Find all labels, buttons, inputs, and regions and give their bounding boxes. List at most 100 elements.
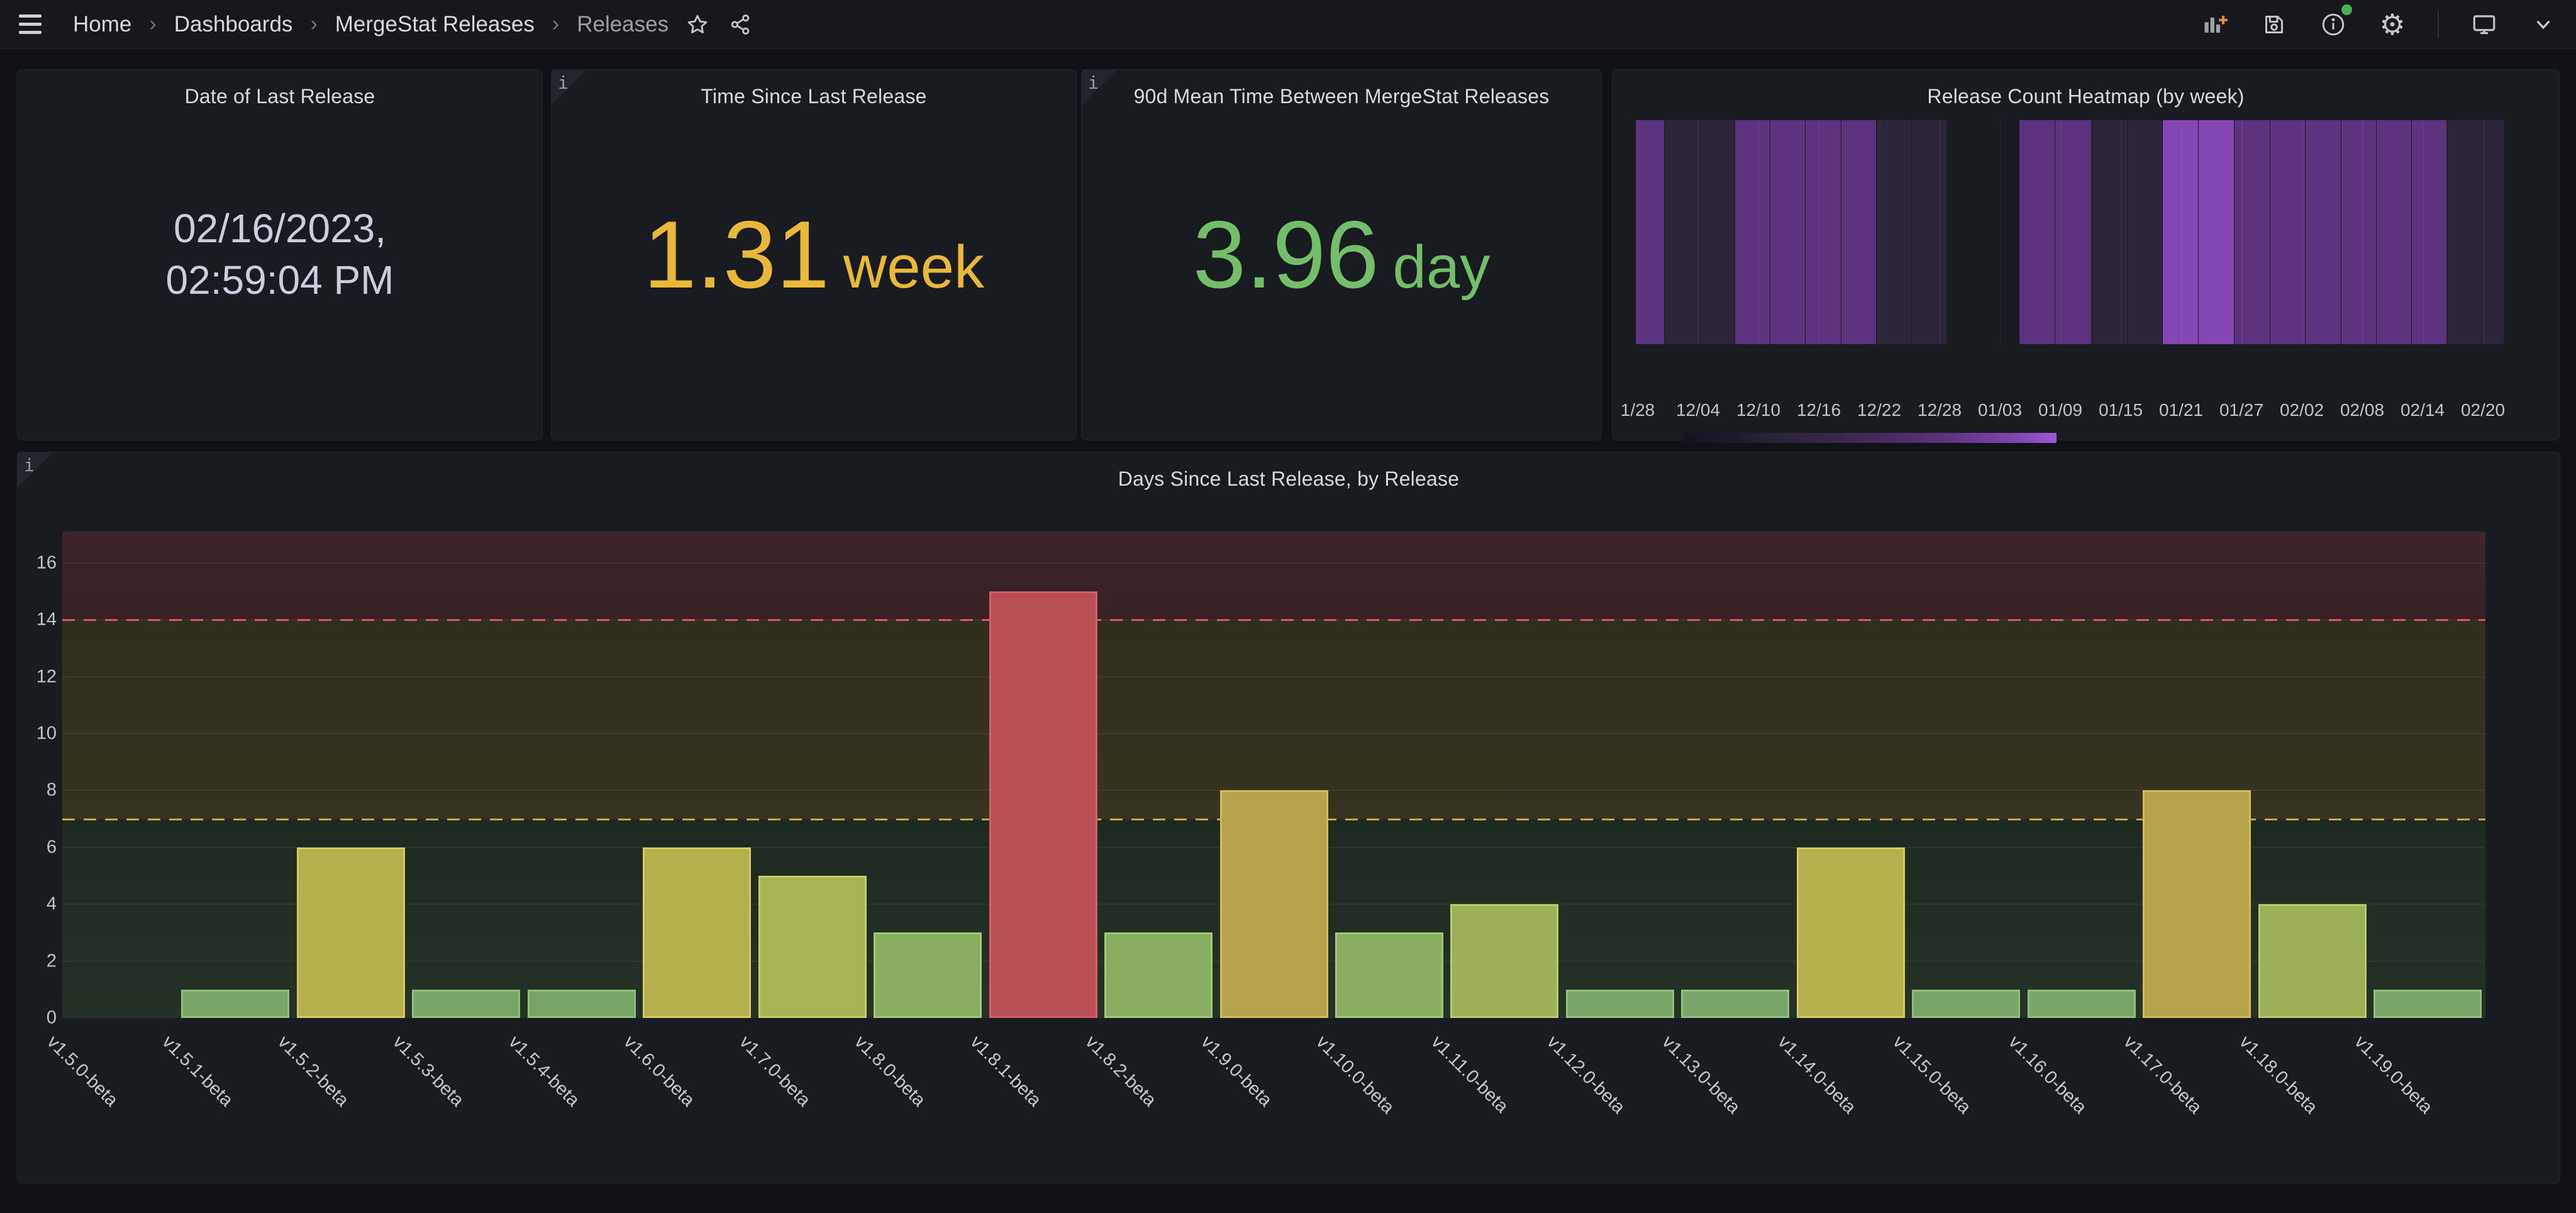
- heatmap-cell: [2128, 120, 2162, 344]
- heatmap-x-tick-label: 02/20: [2460, 400, 2506, 420]
- threshold-line-red: [62, 619, 2485, 622]
- heatmap-cell: [2235, 120, 2270, 344]
- x-tick-label: v1.17.0-beta: [2119, 1032, 2206, 1118]
- heatmap-gridline: [2241, 120, 2243, 344]
- heatmap-gridline: [2000, 120, 2001, 344]
- breadcrumb-dashboard-name[interactable]: MergeStat Releases: [335, 11, 535, 36]
- panel-title[interactable]: Days Since Last Release, by Release: [1118, 467, 1460, 490]
- x-tick-label: v1.8.1-beta: [965, 1032, 1045, 1111]
- chevron-down-icon[interactable]: [2529, 11, 2557, 38]
- panel-time-since-last-release: i Time Since Last Release 1.31 week: [551, 69, 1077, 440]
- threshold-zone-yellow: [62, 620, 2485, 819]
- health-status-dot: [2341, 4, 2352, 15]
- heatmap-cell: [2092, 120, 2127, 344]
- heatmap-legend-gradient: [1684, 433, 2057, 443]
- heatmap-x-tick-label: 02/08: [2340, 400, 2385, 420]
- panel-days-since-last-release: i Days Since Last Release, by Release 0 2…: [17, 452, 2560, 1183]
- breadcrumb-separator: ›: [149, 12, 157, 36]
- bar-v1.18.0-beta: [2258, 904, 2367, 1018]
- heatmap-cell: [2377, 120, 2411, 344]
- breadcrumb-separator: ›: [310, 12, 318, 36]
- heatmap-x-tick-label: 01/03: [1977, 400, 2023, 420]
- heatmap-x-tick-label: 01/09: [2038, 400, 2083, 420]
- heatmap-cell: [1841, 120, 1876, 344]
- top-nav-bar: Home › Dashboards › MergeStat Releases ›…: [0, 0, 2576, 49]
- heatmap-x-tick-label: 12/04: [1675, 400, 1721, 420]
- bar-v1.12.0-beta: [1565, 989, 1674, 1018]
- stat-value-number: 1.31: [643, 201, 830, 308]
- heatmap-cell: [1636, 120, 1664, 344]
- dashboard-settings-gear-icon[interactable]: ⚙: [2379, 8, 2406, 41]
- panel-title[interactable]: 90d Mean Time Between MergeStat Releases: [1133, 85, 1550, 108]
- heatmap-cell: [1912, 120, 1946, 344]
- bar-v1.17.0-beta: [2143, 790, 2251, 1018]
- y-gridline: [62, 732, 2485, 734]
- bar-v1.16.0-beta: [2027, 989, 2136, 1018]
- bar-v1.6.0-beta: [643, 847, 752, 1018]
- heatmap-cell: [2055, 120, 2091, 344]
- x-tick-label: v1.9.0-beta: [1196, 1032, 1276, 1111]
- stat-value-unit: day: [1392, 233, 1491, 301]
- panel-insights-icon[interactable]: [2319, 4, 2352, 38]
- x-tick-label: v1.5.2-beta: [274, 1032, 353, 1111]
- add-panel-icon[interactable]: [2201, 11, 2229, 38]
- x-tick-label: v1.19.0-beta: [2350, 1032, 2437, 1118]
- heatmap-x-tick-label: 12/16: [1796, 400, 1841, 420]
- bar-v1.7.0-beta: [758, 875, 867, 1018]
- breadcrumb-dashboards[interactable]: Dashboards: [174, 11, 293, 36]
- threshold-zone-red: [62, 532, 2485, 620]
- heatmap-gridline: [1940, 120, 1941, 344]
- x-tick-label: v1.15.0-beta: [1889, 1032, 1975, 1118]
- heatmap-gridline: [2181, 120, 2182, 344]
- y-gridline: [62, 676, 2485, 678]
- bar-v1.19.0-beta: [2373, 989, 2482, 1018]
- panel-title[interactable]: Time Since Last Release: [701, 85, 927, 108]
- y-tick-label: 12: [36, 666, 57, 687]
- breadcrumb-home[interactable]: Home: [73, 11, 132, 36]
- x-tick-label: v1.14.0-beta: [1774, 1032, 1860, 1118]
- y-tick-label: 16: [36, 552, 57, 573]
- stat-value-date: 02/16/2023, 02:59:04 PM: [165, 206, 394, 303]
- save-dashboard-icon[interactable]: [2260, 11, 2288, 38]
- x-tick-label: v1.8.0-beta: [850, 1032, 930, 1111]
- x-tick-label: v1.5.1-beta: [158, 1032, 237, 1111]
- bar-v1.8.1-beta: [989, 591, 1097, 1018]
- x-tick-label: v1.18.0-beta: [2235, 1032, 2321, 1118]
- share-icon[interactable]: [726, 11, 754, 38]
- bar-v1.11.0-beta: [1450, 904, 1559, 1018]
- breadcrumb-current-page: Releases: [577, 11, 669, 36]
- heatmap-gridline: [1698, 120, 1699, 344]
- heatmap-cell: [1665, 120, 1699, 344]
- heatmap-plot-area: [1636, 120, 2504, 344]
- heatmap-gridline: [2423, 120, 2424, 344]
- heatmap-gridline: [1879, 120, 1880, 344]
- cycle-view-mode-icon[interactable]: [2470, 11, 2498, 38]
- y-tick-label: 0: [46, 1007, 57, 1028]
- panel-title[interactable]: Release Count Heatmap (by week): [1927, 85, 2245, 108]
- x-tick-label: v1.6.0-beta: [619, 1032, 699, 1111]
- x-tick-label: v1.11.0-beta: [1427, 1032, 1513, 1117]
- stat-value-unit: week: [843, 233, 984, 301]
- heatmap-x-tick-label: 1/28: [1620, 400, 1655, 420]
- x-tick-label: v1.10.0-beta: [1312, 1032, 1398, 1118]
- panel-info-corner[interactable]: i: [18, 452, 53, 488]
- menu-toggle-icon[interactable]: [19, 14, 42, 34]
- panel-info-corner[interactable]: i: [1082, 70, 1117, 105]
- panel-90d-mean-time-between-releases: i 90d Mean Time Between MergeStat Releas…: [1081, 69, 1602, 440]
- panel-title[interactable]: Date of Last Release: [184, 85, 375, 108]
- heatmap-x-tick-label: 02/02: [2279, 400, 2324, 420]
- bar-v1.5.2-beta: [296, 847, 405, 1018]
- favorite-star-icon[interactable]: [684, 11, 711, 38]
- y-tick-label: 6: [46, 837, 57, 858]
- x-tick-label: v1.12.0-beta: [1543, 1032, 1629, 1118]
- y-gridline: [62, 790, 2485, 791]
- nav-divider: [2438, 11, 2439, 38]
- heatmap-cell: [1735, 120, 1770, 344]
- heatmap-x-tick-label: 12/10: [1736, 400, 1781, 420]
- bar-chart-plot-area: [62, 532, 2485, 1018]
- heatmap-cell: [1877, 120, 1911, 344]
- heatmap-gridline: [2302, 120, 2303, 344]
- panel-info-corner[interactable]: i: [552, 70, 587, 105]
- heatmap-x-tick-label: 02/14: [2400, 400, 2445, 420]
- x-tick-label: v1.5.4-beta: [504, 1032, 584, 1111]
